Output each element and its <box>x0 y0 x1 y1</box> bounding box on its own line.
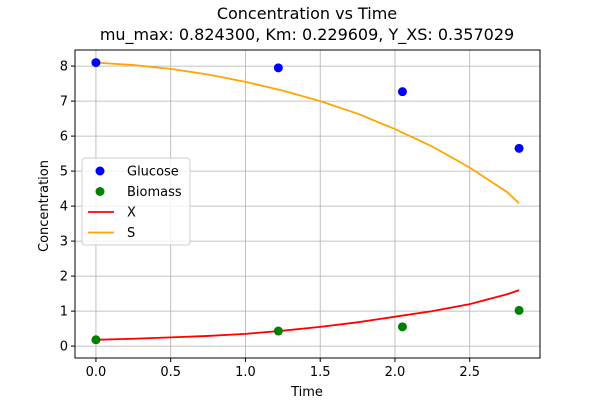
x-tick-label: 1.0 <box>235 365 256 380</box>
series-layer <box>91 58 524 345</box>
x-tick-label: 0.0 <box>86 365 107 380</box>
y-tick-label: 5 <box>60 165 68 180</box>
series-line-x <box>95 289 520 341</box>
x-tick-label: 2.5 <box>459 365 480 380</box>
data-point-glucose <box>514 143 524 153</box>
x-axis-label: Time <box>290 385 323 400</box>
y-tick-label: 2 <box>60 270 68 285</box>
chart-title: Concentration vs Time <box>217 4 397 23</box>
legend-label-x: X <box>127 206 136 221</box>
x-tick-label: 1.5 <box>310 365 331 380</box>
chart-subtitle: mu_max: 0.824300, Km: 0.229609, Y_XS: 0.… <box>100 25 514 45</box>
legend-label-s: S <box>127 226 135 241</box>
series-line-s <box>95 61 520 204</box>
legend-marker-biomass <box>95 187 105 196</box>
x-tick-label: 0.5 <box>160 365 181 380</box>
data-point-glucose <box>397 87 407 97</box>
y-axis-label: Concentration <box>37 160 52 252</box>
tick-layer: 0.0 0.5 1.0 1.5 2.0 2.5 0 1 2 3 4 5 6 7 8 <box>60 60 480 380</box>
data-point-biomass <box>91 335 101 345</box>
x-tick-label: 2.0 <box>385 365 406 380</box>
y-tick-label: 7 <box>60 95 68 110</box>
y-tick-label: 3 <box>60 235 68 250</box>
legend-box <box>81 157 191 246</box>
data-point-glucose <box>273 63 283 73</box>
legend-label-biomass: Biomass <box>127 185 182 200</box>
y-tick-label: 4 <box>60 200 68 215</box>
plot-frame <box>74 49 541 359</box>
data-point-glucose <box>91 58 101 68</box>
legend-label-glucose: Glucose <box>127 165 179 180</box>
grid-layer <box>75 50 540 358</box>
legend: Glucose Biomass XS <box>81 157 191 246</box>
legend-marker-glucose <box>95 166 105 176</box>
y-tick-label: 1 <box>60 305 68 320</box>
y-tick-label: 0 <box>60 340 68 355</box>
data-point-biomass <box>514 305 524 315</box>
data-point-biomass <box>273 326 283 336</box>
data-point-biomass <box>397 322 407 332</box>
y-tick-label: 6 <box>60 130 68 145</box>
y-tick-label: 8 <box>60 60 68 75</box>
